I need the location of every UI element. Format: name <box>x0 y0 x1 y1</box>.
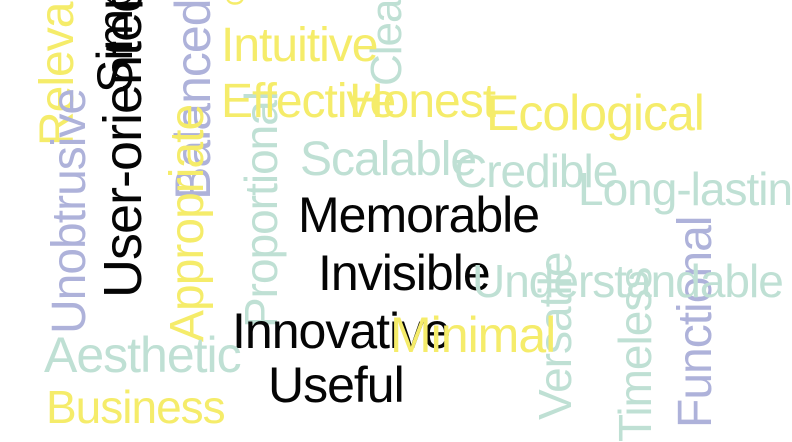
word-innovative: Innovative <box>232 303 451 359</box>
word-useful: Useful <box>268 357 405 413</box>
word-honest: Honest <box>349 75 496 128</box>
word-aesthetic: Aesthetic <box>44 327 242 383</box>
word-obvious: Obvious <box>220 0 250 6</box>
word-effective: Effective <box>221 75 396 128</box>
word-memorable: Memorable <box>298 187 540 243</box>
word-understandable: Understandable <box>472 255 784 307</box>
word-scalable: Scalable <box>300 133 477 186</box>
word-business: Business <box>46 381 226 433</box>
word-unobtrusive: Unobtrusive <box>43 88 96 334</box>
word-user-oriented: User-oriented <box>93 0 153 298</box>
word-minimal: Minimal <box>390 307 556 363</box>
word-appropriate: Appropriate <box>161 104 214 342</box>
word-ecological: Ecological <box>486 85 705 141</box>
word-intuitive: Intuitive <box>221 19 378 72</box>
word-long-lasting: Long-lasting <box>578 163 792 215</box>
word-functional: Functional <box>669 216 722 428</box>
word-invisible: Invisible <box>318 245 491 301</box>
word-credible: Credible <box>454 145 618 197</box>
